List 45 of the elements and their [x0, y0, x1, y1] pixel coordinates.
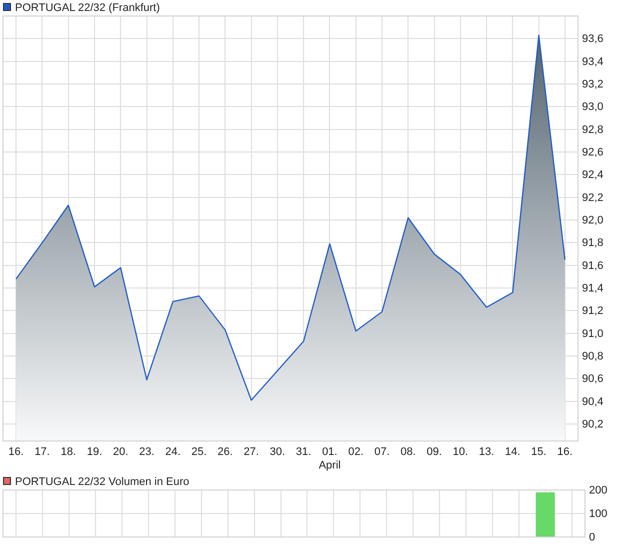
y-tick-label: 93,0 [582, 101, 604, 114]
x-tick-label: 15. [531, 446, 546, 458]
y-tick-label: 93,6 [582, 33, 604, 46]
x-tick-label: 27. [244, 446, 259, 458]
x-tick-label: 20. [112, 446, 128, 458]
x-tick-label: 18. [60, 446, 76, 458]
y-tick-label: 92,4 [582, 169, 604, 182]
x-tick-label: 14. [505, 446, 520, 458]
y-tick-label: 92,0 [582, 214, 604, 227]
y-tick-label: 92,8 [582, 124, 604, 136]
y-tick-label: 91,4 [582, 282, 604, 295]
y-tick-label: 92,6 [582, 146, 604, 159]
x-tick-label: 09. [426, 446, 442, 458]
y-tick-label: 93,4 [582, 56, 604, 68]
y-tick-label: 91,2 [582, 305, 604, 318]
x-tick-label: 02. [348, 446, 364, 458]
x-tick-label: 01. April [318, 446, 341, 472]
y-tick-label: 90,4 [582, 396, 604, 408]
x-tick-label: 10. [452, 446, 468, 458]
x-tick-label: 16. [557, 446, 573, 458]
y-tick-label: 91,0 [582, 328, 604, 340]
y-tick-label: 90,8 [582, 350, 604, 363]
legend-label: PORTUGAL 22/32 (Frankfurt) [15, 2, 160, 14]
x-tick-label: 08. [400, 446, 416, 458]
x-tick-label: 17. [34, 446, 50, 458]
y-tick-label: 100 [589, 508, 608, 520]
y-tick-label: 90,6 [582, 373, 604, 386]
x-tick-label: 26. [218, 446, 233, 458]
x-tick-label: 30. [270, 446, 286, 458]
text: PORTUGAL 22/32 Volumen in Euro [15, 476, 190, 488]
x-tick-label: 07. [374, 446, 390, 458]
x-tick-label: 19. [86, 446, 102, 458]
y-tick-label: 200 [589, 484, 608, 497]
x-tick-label: 31. [296, 446, 312, 458]
x-tick-label: 24. [165, 446, 181, 458]
y-tick-label: 92,2 [582, 192, 604, 204]
x-tick-label: 16. [8, 446, 24, 458]
y-tick-label: 90,2 [582, 418, 604, 431]
x-tick-label: 13. [478, 446, 494, 458]
y-tick-label: 91,8 [582, 237, 604, 250]
x-tick-label: 23. [139, 446, 154, 458]
y-tick-label: 91,6 [582, 260, 604, 272]
x-tick-label: 25. [191, 446, 207, 458]
y-tick-label: 0 [589, 532, 596, 544]
y-tick-label: 93,2 [582, 78, 604, 91]
